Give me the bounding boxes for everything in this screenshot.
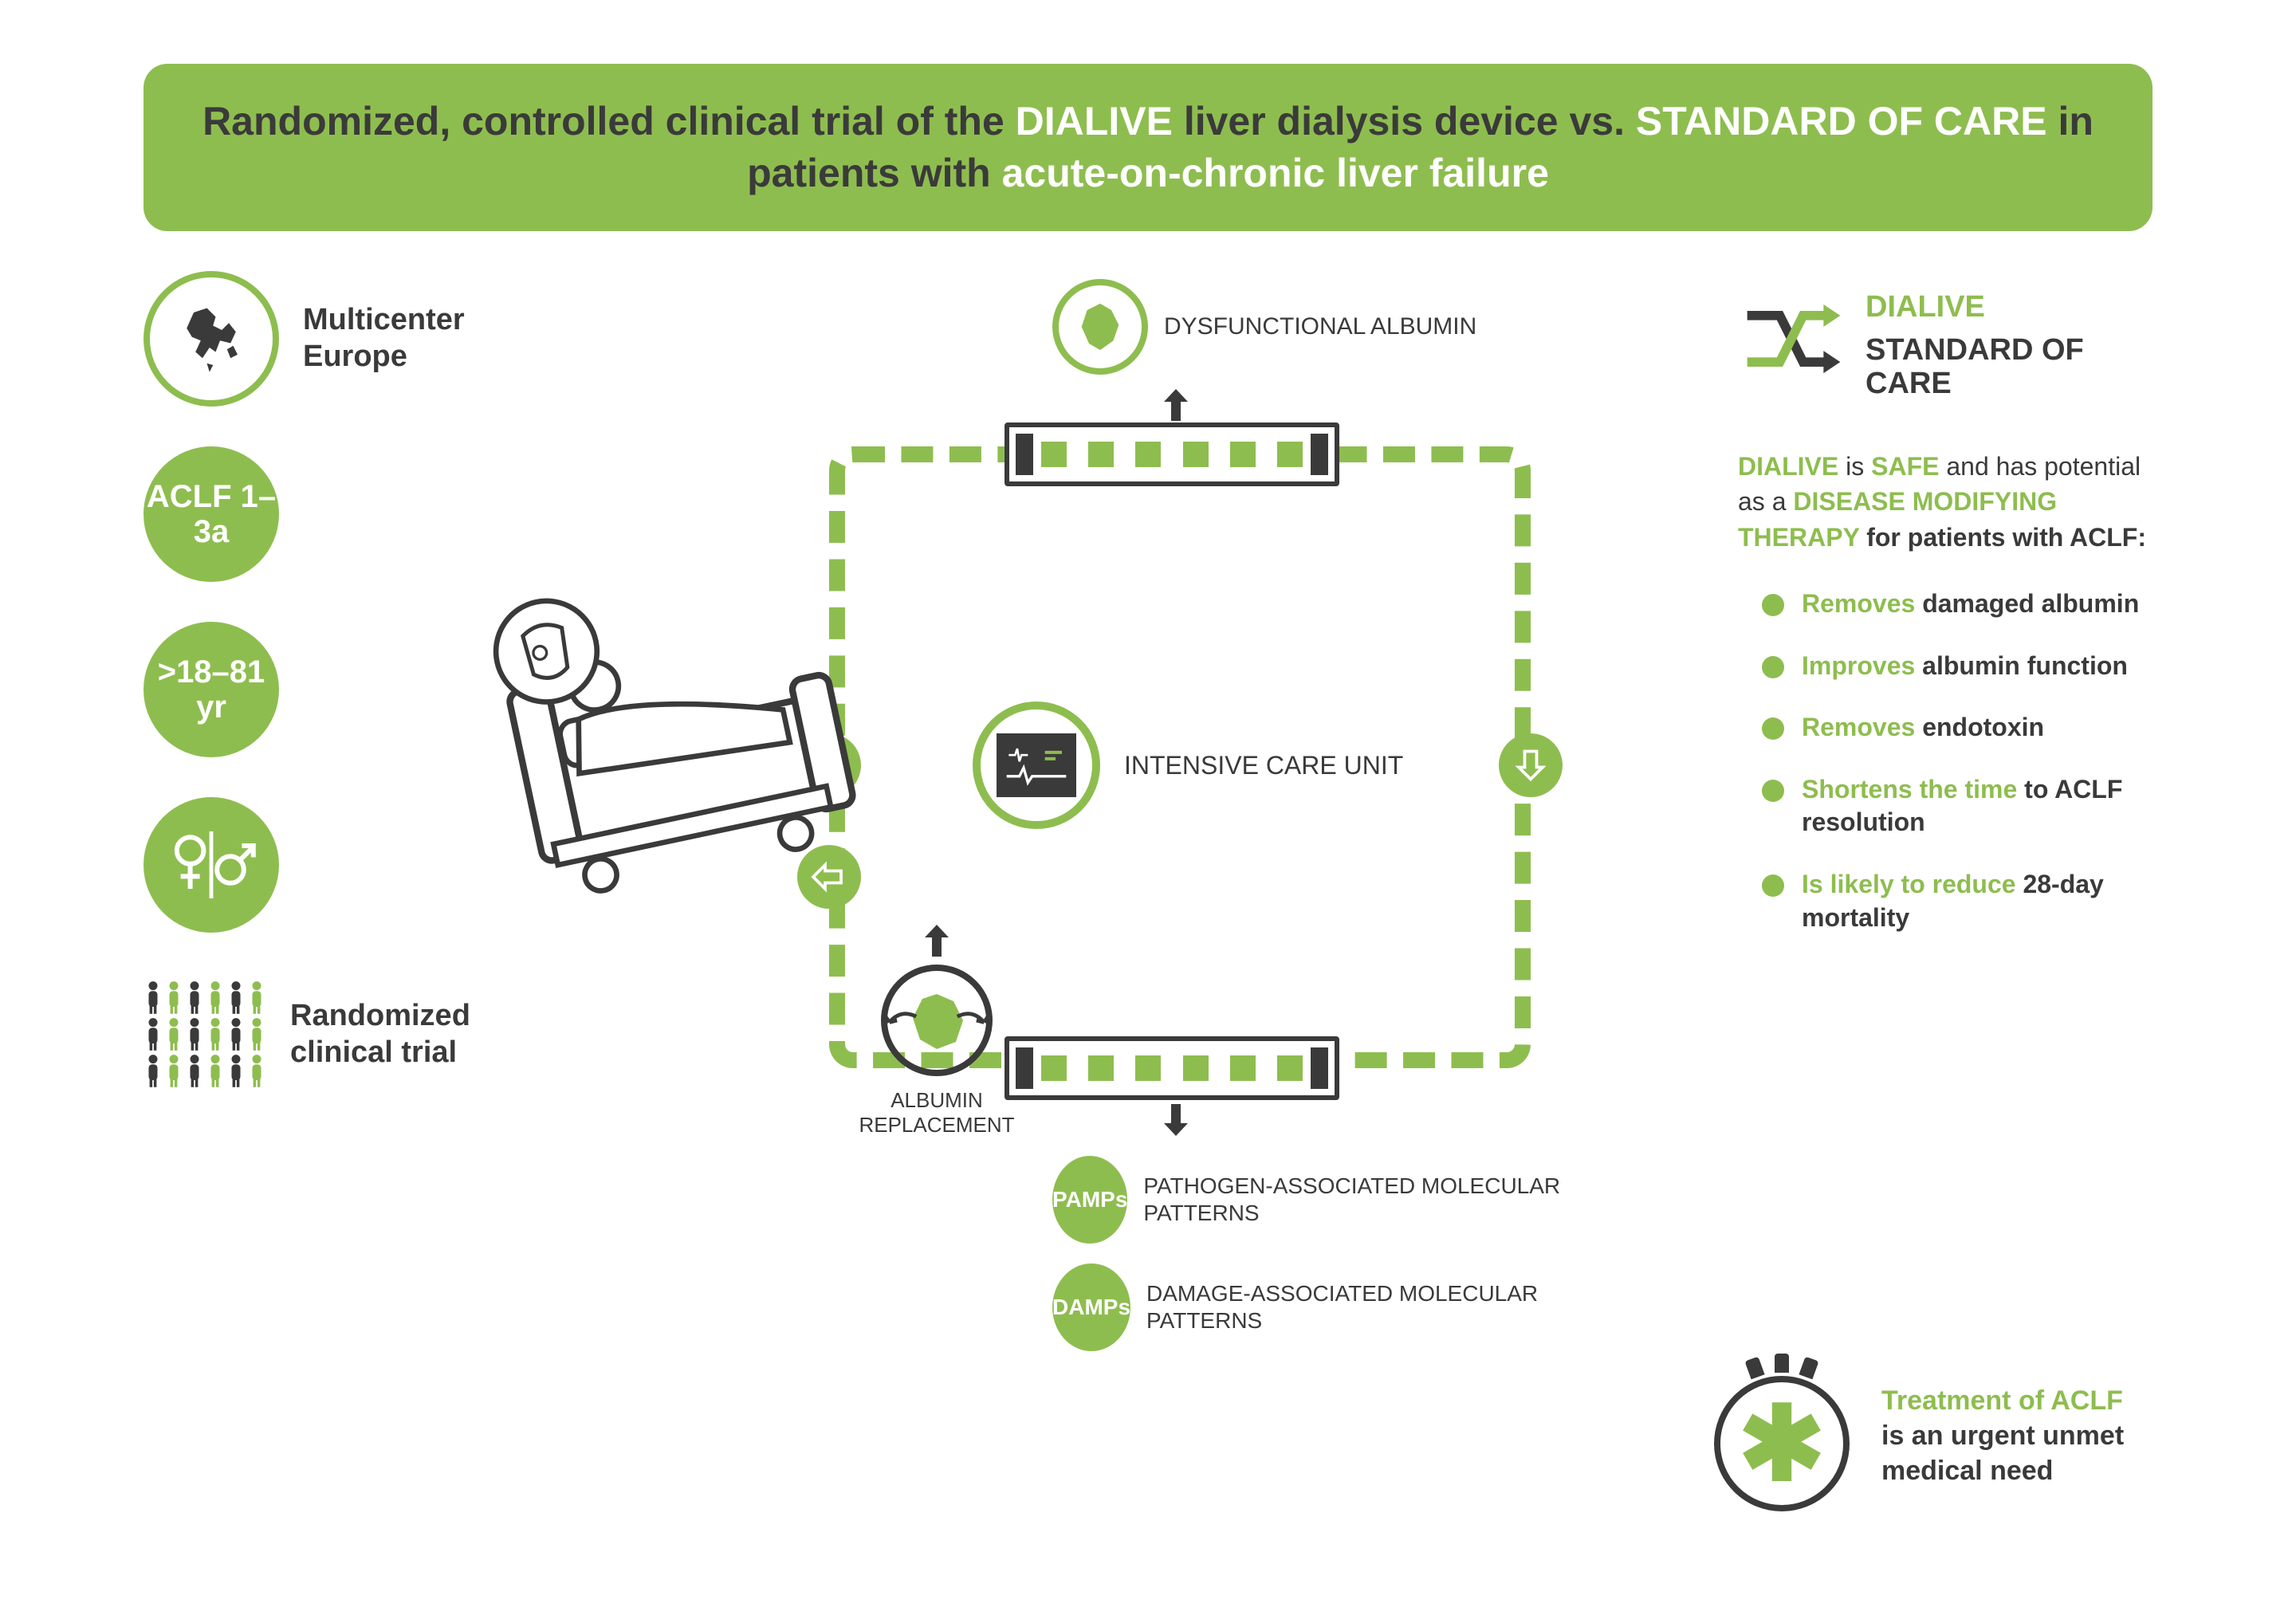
randomization-arms: DIALIVE STANDARD OF CARE	[1738, 287, 2152, 401]
people-grid-icon	[144, 980, 266, 1089]
benefit-item: Removes endotoxin	[1762, 711, 2152, 745]
aclf-grade-item: ACLF 1–3a	[144, 446, 510, 582]
monitor-icon	[973, 701, 1100, 829]
age-circle: >18–81 yr	[144, 622, 279, 757]
flow-arrow-right-icon	[1499, 733, 1563, 797]
icu-indicator: INTENSIVE CARE UNIT	[973, 701, 1403, 829]
benefit-item: Is likely to reduce 28-day mortality	[1762, 868, 2152, 934]
europe-map-icon	[144, 271, 279, 407]
right-summary: DIALIVE STANDARD OF CARE DIALIVE is SAFE…	[1738, 287, 2152, 963]
title-seg2: DIALIVE	[1016, 99, 1173, 143]
left-descriptors: Multicenter Europe ACLF 1–3a >18–81 yr	[144, 271, 510, 1129]
benefit-item: Improves albumin function	[1762, 650, 2152, 683]
molecular-patterns: PAMPs PATHOGEN-ASSOCIATED MOLECULAR PATT…	[1052, 1156, 1594, 1371]
benefit-item: Shortens the time to ACLF resolution	[1762, 773, 2152, 839]
pamps-badge: PAMPs	[1052, 1156, 1127, 1244]
shuffle-icon	[1738, 287, 1850, 391]
sex-item	[144, 797, 510, 933]
gender-icon	[144, 797, 279, 933]
albumin-blob-icon	[1052, 279, 1148, 375]
albumin-replacement: ALBUMIN REPLACEMENT	[837, 965, 1036, 1138]
arm1-label: DIALIVE	[1866, 290, 2152, 324]
damps-row: DAMPs DAMAGE-ASSOCIATED MOLECULAR PATTER…	[1052, 1263, 1594, 1351]
title-seg1: Randomized, controlled clinical trial of…	[202, 99, 1016, 143]
benefit-item: Removes damaged albumin	[1762, 588, 2152, 621]
aclf-text: ACLF 1–3a	[144, 479, 279, 549]
multicenter-item: Multicenter Europe	[144, 271, 510, 407]
pamps-row: PAMPs PATHOGEN-ASSOCIATED MOLECULAR PATT…	[1052, 1156, 1594, 1244]
albumin-replace-icon	[881, 965, 993, 1076]
rct-item: Randomized clinical trial	[144, 980, 510, 1089]
albumin-replace-label: ALBUMIN REPLACEMENT	[837, 1088, 1036, 1138]
filter-top	[1005, 422, 1339, 486]
age-text: >18–81 yr	[144, 654, 279, 725]
urgency-text: Treatment of ACLF is an urgent unmet med…	[1881, 1383, 2152, 1489]
center-diagram: DYSFUNCTIONAL ALBUMIN INTENSIVE CARE UNI…	[558, 303, 1594, 1259]
icu-label: INTENSIVE CARE UNIT	[1124, 751, 1403, 780]
patient-bed-icon	[478, 526, 877, 925]
stopwatch-icon: ✱	[1706, 1360, 1858, 1511]
benefit-list: Removes damaged albumin Improves albumin…	[1738, 588, 2152, 934]
arrow-up-icon	[1164, 389, 1188, 421]
filter-bottom	[1005, 1036, 1339, 1100]
arm2-label: STANDARD OF CARE	[1866, 334, 2152, 401]
dysfunctional-albumin: DYSFUNCTIONAL ALBUMIN	[1052, 279, 1476, 375]
trial-title-banner: Randomized, controlled clinical trial of…	[144, 64, 2152, 231]
dysfunctional-label: DYSFUNCTIONAL ALBUMIN	[1164, 312, 1476, 341]
summary-statement: DIALIVE is SAFE and has potential as a D…	[1738, 449, 2152, 556]
rct-label: Randomized clinical trial	[290, 998, 510, 1071]
arrow-down-icon	[1164, 1104, 1188, 1136]
age-range-item: >18–81 yr	[144, 622, 510, 757]
damps-badge: DAMPs	[1052, 1263, 1130, 1351]
title-seg3: liver dialysis device vs.	[1173, 99, 1636, 143]
damps-label: DAMAGE-ASSOCIATED MOLECULAR PATTERNS	[1146, 1280, 1594, 1334]
title-seg6: acute-on-chronic liver failure	[1002, 151, 1549, 195]
urgency-callout: ✱ Treatment of ACLF is an urgent unmet m…	[1706, 1360, 2152, 1511]
title-seg4: STANDARD OF CARE	[1636, 99, 2047, 143]
pamps-label: PATHOGEN-ASSOCIATED MOLECULAR PATTERNS	[1143, 1173, 1594, 1226]
multicenter-label: Multicenter Europe	[303, 302, 510, 375]
aclf-circle: ACLF 1–3a	[144, 446, 279, 582]
